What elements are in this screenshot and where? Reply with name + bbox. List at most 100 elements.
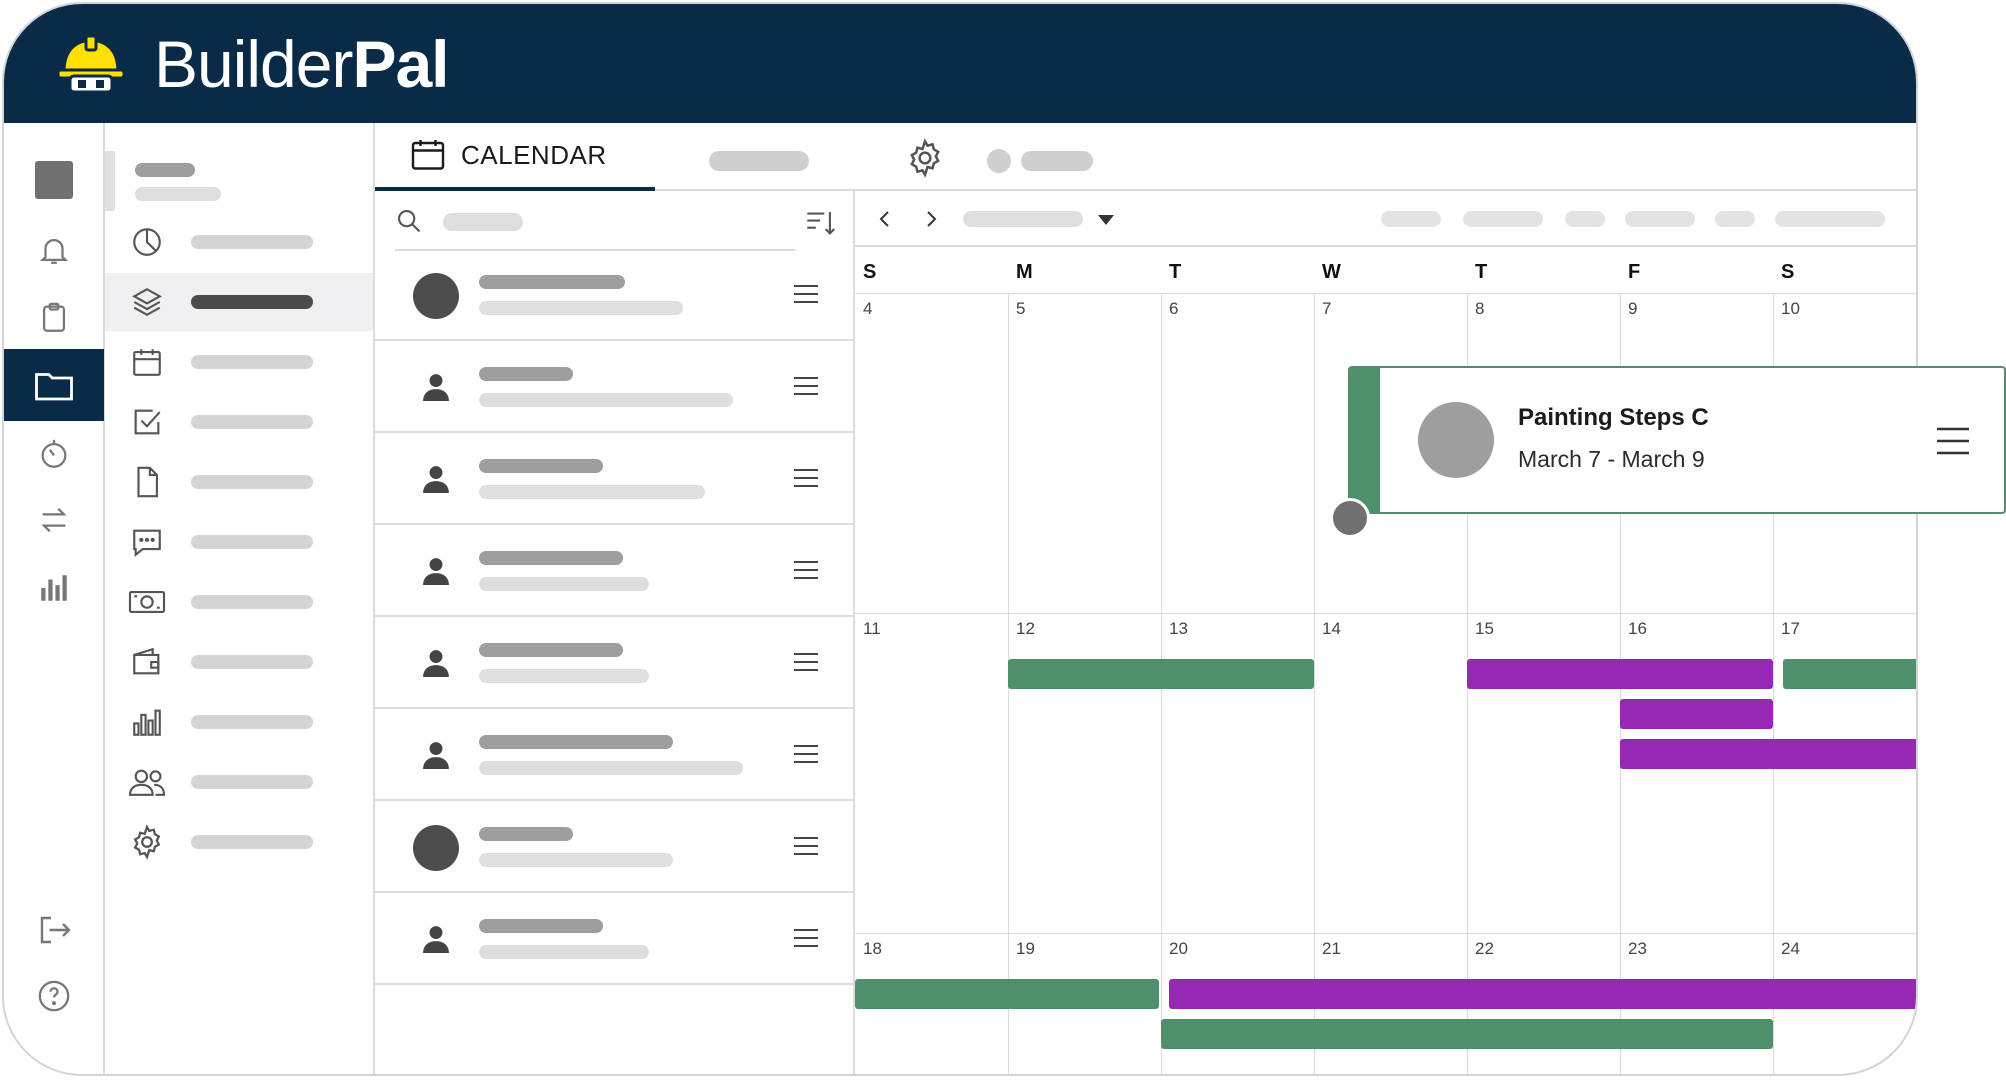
rail-transfer-button[interactable] xyxy=(4,489,104,551)
rail-reports-button[interactable] xyxy=(4,557,104,619)
sidebar-item-label xyxy=(191,535,313,549)
rail-notifications-button[interactable] xyxy=(4,219,104,281)
chat-icon xyxy=(133,529,161,557)
tab-calendar[interactable]: CALENDAR xyxy=(375,123,655,191)
date-cell[interactable]: 7 xyxy=(1322,299,1332,318)
event-bar[interactable] xyxy=(1161,1019,1773,1049)
date-cell[interactable]: 4 xyxy=(863,299,873,318)
menu-icon[interactable] xyxy=(1936,426,1970,456)
list-item-subtitle xyxy=(479,485,705,499)
view-option[interactable] xyxy=(1463,211,1543,227)
sidebar-item-wallet[interactable] xyxy=(105,633,373,691)
date-cell[interactable]: 8 xyxy=(1475,299,1485,318)
month-selector[interactable] xyxy=(963,211,1083,227)
cash-icon xyxy=(128,591,166,613)
chevron-left-icon[interactable] xyxy=(873,207,897,231)
gear-icon[interactable] xyxy=(905,138,945,178)
tab-bar: CALENDAR xyxy=(375,123,1916,191)
sidebar-item-calendar[interactable] xyxy=(105,333,373,391)
event-bar[interactable] xyxy=(1169,979,1916,1009)
day-header: S xyxy=(1781,261,1795,283)
date-cell[interactable]: 17 xyxy=(1781,619,1800,638)
menu-icon[interactable] xyxy=(793,835,819,857)
date-cell[interactable]: 19 xyxy=(1016,939,1035,958)
rail-projects-button[interactable] xyxy=(4,349,104,421)
rail-time-button[interactable] xyxy=(4,423,104,485)
menu-icon[interactable] xyxy=(793,927,819,949)
list-item[interactable] xyxy=(375,709,853,801)
drag-handle[interactable] xyxy=(1330,498,1370,538)
date-cell[interactable]: 12 xyxy=(1016,619,1035,638)
menu-icon[interactable] xyxy=(793,559,819,581)
list-item[interactable] xyxy=(375,893,853,985)
sort-icon[interactable] xyxy=(803,205,837,239)
list-item[interactable] xyxy=(375,617,853,709)
sidebar-item-label xyxy=(191,655,313,669)
event-bar[interactable] xyxy=(1783,659,1916,689)
date-cell[interactable]: 21 xyxy=(1322,939,1341,958)
list-item[interactable] xyxy=(375,801,853,893)
sidebar-item-dashboard[interactable] xyxy=(105,213,373,271)
event-popup[interactable]: Painting Steps C March 7 - March 9 xyxy=(1348,366,2006,514)
sidebar-item-team[interactable] xyxy=(105,753,373,811)
date-cell[interactable]: 15 xyxy=(1475,619,1494,638)
event-bar[interactable] xyxy=(1467,659,1773,689)
rail-logout-button[interactable] xyxy=(4,899,104,961)
rail-tasks-button[interactable] xyxy=(4,287,104,349)
list-item-subtitle xyxy=(479,761,743,775)
grid-line xyxy=(1314,293,1315,1074)
event-bar[interactable] xyxy=(1620,739,1916,769)
tab-placeholder[interactable] xyxy=(709,151,809,171)
main-pane: CALENDAR xyxy=(375,123,1916,1074)
sidebar-item-reports[interactable] xyxy=(105,693,373,751)
date-cell[interactable]: 11 xyxy=(863,619,881,638)
sidebar-item-label xyxy=(191,235,313,249)
date-cell[interactable]: 14 xyxy=(1322,619,1341,638)
view-option[interactable] xyxy=(1775,211,1885,227)
list-item[interactable] xyxy=(375,249,853,341)
menu-icon[interactable] xyxy=(793,375,819,397)
list-item-subtitle xyxy=(479,577,649,591)
view-option[interactable] xyxy=(1715,211,1755,227)
menu-icon[interactable] xyxy=(793,743,819,765)
date-cell[interactable]: 9 xyxy=(1628,299,1638,318)
chevron-right-icon[interactable] xyxy=(919,207,943,231)
view-option[interactable] xyxy=(1565,211,1605,227)
menu-icon[interactable] xyxy=(793,467,819,489)
date-cell[interactable]: 23 xyxy=(1628,939,1647,958)
menu-icon[interactable] xyxy=(793,651,819,673)
date-cell[interactable]: 22 xyxy=(1475,939,1494,958)
checkbox-icon xyxy=(134,409,161,435)
date-cell[interactable]: 6 xyxy=(1169,299,1179,318)
date-cell[interactable]: 18 xyxy=(863,939,882,958)
list-item[interactable] xyxy=(375,433,853,525)
user-name-placeholder[interactable] xyxy=(1021,151,1093,171)
sidebar-item-layers[interactable] xyxy=(105,273,373,331)
date-cell[interactable]: 20 xyxy=(1169,939,1188,958)
list-item[interactable] xyxy=(375,525,853,617)
rail-help-button[interactable] xyxy=(4,965,104,1027)
list-item-subtitle xyxy=(479,301,683,315)
event-bar[interactable] xyxy=(1620,699,1773,729)
sidebar-item-checklist[interactable] xyxy=(105,393,373,451)
date-cell[interactable]: 10 xyxy=(1781,299,1800,318)
list-item[interactable] xyxy=(375,341,853,433)
view-option[interactable] xyxy=(1625,211,1695,227)
rail-home-button[interactable] xyxy=(4,149,104,211)
event-bar[interactable] xyxy=(855,979,1159,1009)
sidebar-item-messages[interactable] xyxy=(105,513,373,571)
caret-down-icon[interactable] xyxy=(1097,213,1115,227)
sidebar-item-payments[interactable] xyxy=(105,573,373,631)
date-cell[interactable]: 13 xyxy=(1169,619,1188,638)
search-bar[interactable] xyxy=(395,191,795,251)
search-input[interactable] xyxy=(443,213,523,231)
menu-icon[interactable] xyxy=(793,283,819,305)
view-option[interactable] xyxy=(1381,211,1441,227)
sidebar-item-label xyxy=(191,415,313,429)
date-cell[interactable]: 5 xyxy=(1016,299,1026,318)
sidebar-item-documents[interactable] xyxy=(105,453,373,511)
date-cell[interactable]: 16 xyxy=(1628,619,1647,638)
sidebar-item-settings[interactable] xyxy=(105,813,373,871)
date-cell[interactable]: 24 xyxy=(1781,939,1800,958)
event-bar[interactable] xyxy=(1008,659,1314,689)
